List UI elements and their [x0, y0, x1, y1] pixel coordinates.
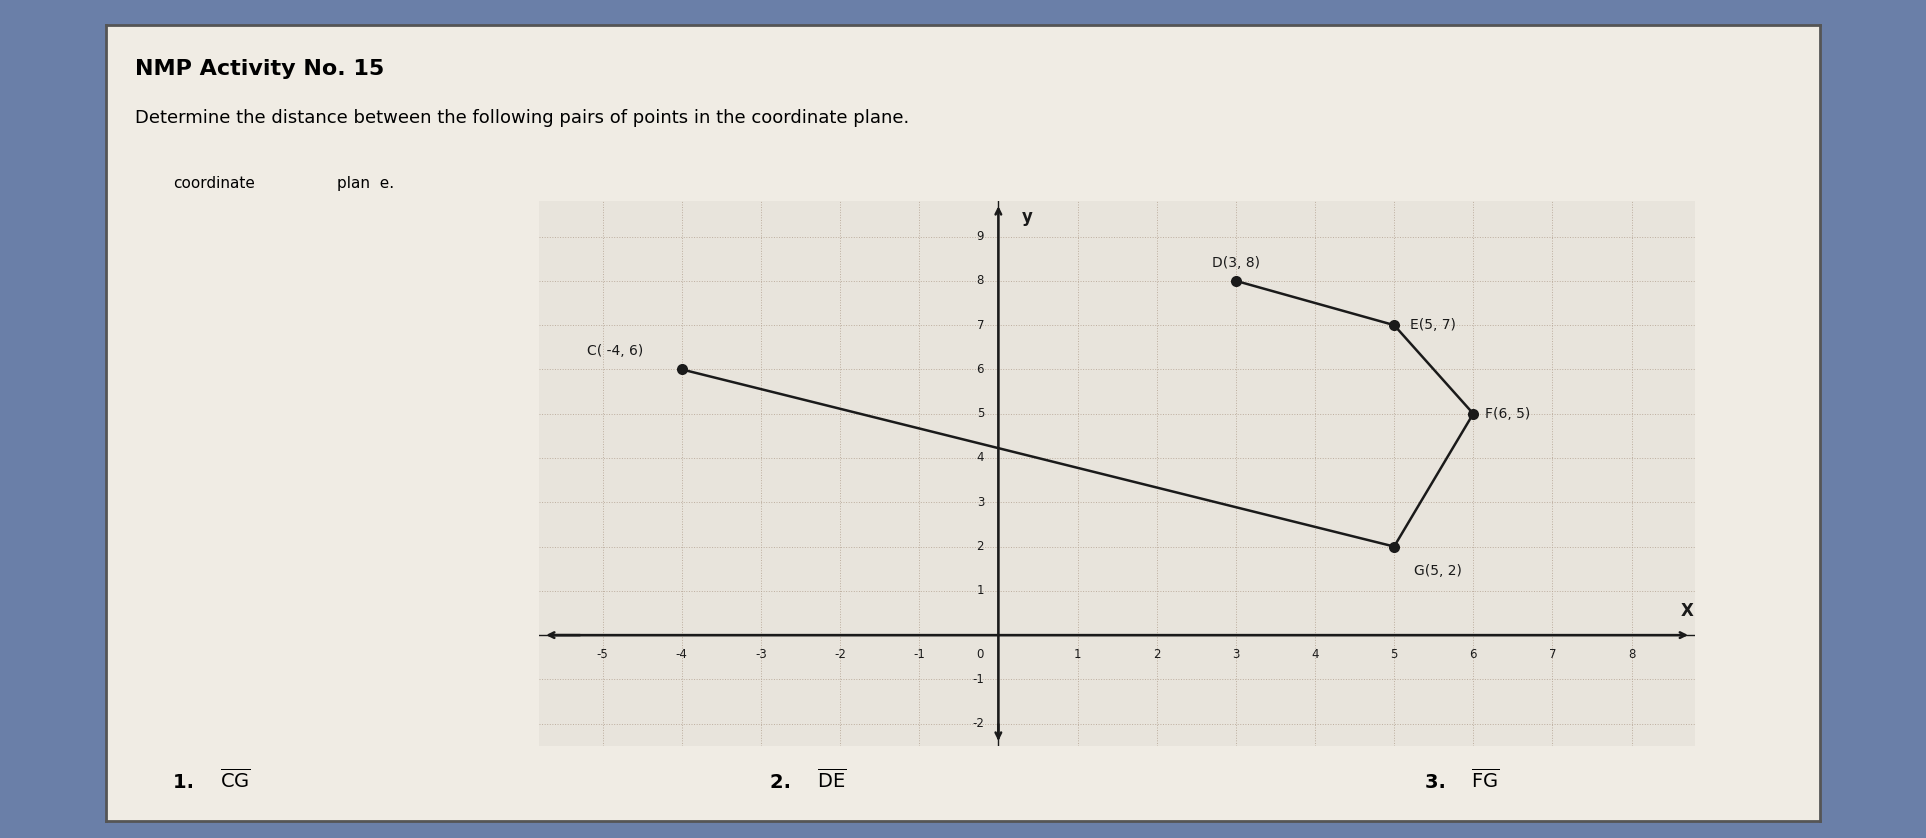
Text: 1: 1 — [976, 584, 984, 597]
Text: F(6, 5): F(6, 5) — [1485, 406, 1531, 421]
Text: 5: 5 — [976, 407, 984, 420]
Text: y: y — [1023, 208, 1032, 225]
Text: 3: 3 — [976, 496, 984, 509]
Text: -5: -5 — [597, 649, 609, 661]
Text: 7: 7 — [976, 318, 984, 332]
Text: 1.: 1. — [173, 773, 200, 792]
Text: 1: 1 — [1075, 649, 1080, 661]
Text: -2: -2 — [834, 649, 846, 661]
Text: NMP Activity No. 15: NMP Activity No. 15 — [135, 59, 383, 79]
Text: 2.: 2. — [770, 773, 797, 792]
Text: -4: -4 — [676, 649, 688, 661]
Text: 6: 6 — [1470, 649, 1477, 661]
Text: 2: 2 — [976, 540, 984, 553]
Text: 8: 8 — [976, 274, 984, 287]
Text: 3.: 3. — [1425, 773, 1452, 792]
Text: D(3, 8): D(3, 8) — [1211, 256, 1260, 270]
Text: 5: 5 — [1391, 649, 1398, 661]
Text: $\overline{\mathrm{FG}}$: $\overline{\mathrm{FG}}$ — [1471, 768, 1500, 792]
Text: coordinate: coordinate — [173, 176, 256, 191]
Text: $\overline{\mathrm{CG}}$: $\overline{\mathrm{CG}}$ — [220, 768, 250, 792]
Text: 3: 3 — [1233, 649, 1240, 661]
Text: X: X — [1681, 602, 1693, 619]
Text: -3: -3 — [755, 649, 767, 661]
Text: $\overline{\mathrm{DE}}$: $\overline{\mathrm{DE}}$ — [817, 768, 846, 792]
Text: -1: -1 — [913, 649, 924, 661]
Text: 4: 4 — [976, 452, 984, 464]
Text: Determine the distance between the following pairs of points in the coordinate p: Determine the distance between the follo… — [135, 109, 909, 127]
Text: -2: -2 — [973, 717, 984, 730]
Text: 9: 9 — [976, 230, 984, 243]
Text: plan  e.: plan e. — [337, 176, 395, 191]
Text: 4: 4 — [1312, 649, 1319, 661]
Text: 7: 7 — [1549, 649, 1556, 661]
Text: C( -4, 6): C( -4, 6) — [587, 344, 643, 359]
Text: -1: -1 — [973, 673, 984, 685]
Text: E(5, 7): E(5, 7) — [1410, 318, 1456, 332]
Text: G(5, 2): G(5, 2) — [1414, 564, 1462, 578]
Text: 8: 8 — [1627, 649, 1635, 661]
Text: 0: 0 — [976, 649, 984, 661]
Text: 2: 2 — [1154, 649, 1159, 661]
Text: 6: 6 — [976, 363, 984, 376]
